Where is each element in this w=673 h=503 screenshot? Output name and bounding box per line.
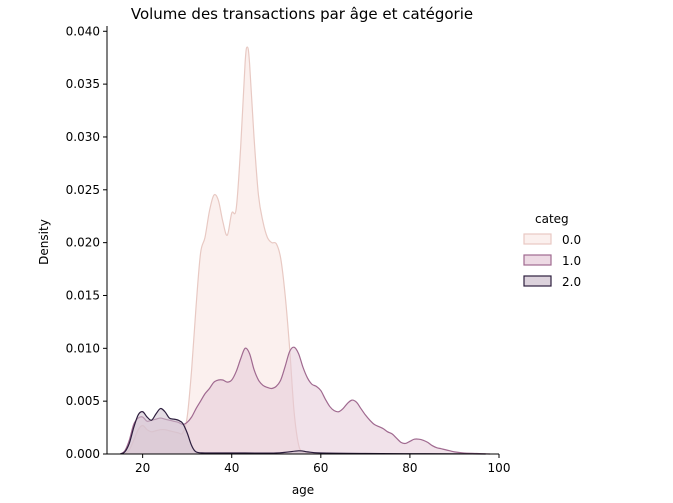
x-ticks: 20 40 60 80 100 bbox=[135, 454, 510, 475]
legend-label-1-0: 1.0 bbox=[562, 254, 581, 268]
legend: categ 0.0 1.0 2.0 bbox=[523, 212, 581, 289]
legend-label-0-0: 0.0 bbox=[562, 233, 581, 247]
plot-area bbox=[120, 46, 491, 455]
y-tick-label: 0.000 bbox=[66, 447, 100, 461]
x-tick-label: 40 bbox=[224, 461, 239, 475]
x-tick-label: 60 bbox=[313, 461, 328, 475]
y-tick-label: 0.025 bbox=[66, 183, 100, 197]
density-area-0-0 bbox=[124, 47, 321, 455]
y-tick-label: 0.030 bbox=[66, 130, 100, 144]
y-tick-label: 0.010 bbox=[66, 341, 100, 355]
legend-label-2-0: 2.0 bbox=[562, 275, 581, 289]
x-tick-label: 80 bbox=[402, 461, 417, 475]
x-tick-label: 100 bbox=[488, 461, 511, 475]
y-tick-label: 0.005 bbox=[66, 394, 100, 408]
y-tick-label: 0.020 bbox=[66, 236, 100, 250]
x-tick-label: 20 bbox=[135, 461, 150, 475]
legend-swatch-1-0 bbox=[523, 254, 552, 266]
x-axis-label: age bbox=[292, 483, 314, 497]
y-axis-label: Density bbox=[37, 219, 51, 265]
y-tick-label: 0.035 bbox=[66, 77, 100, 91]
chart-title: Volume des transactions par âge et catég… bbox=[131, 5, 473, 23]
legend-swatch-0-0 bbox=[523, 233, 552, 245]
density-area-1-0 bbox=[120, 347, 491, 454]
density-line-2-0 bbox=[120, 407, 486, 455]
y-tick-label: 0.040 bbox=[66, 24, 100, 38]
legend-title: categ bbox=[535, 212, 569, 226]
legend-swatch-2-0 bbox=[523, 275, 552, 287]
y-tick-label: 0.015 bbox=[66, 288, 100, 302]
y-ticks: 0.000 0.005 0.010 0.015 0.020 0.025 0.030 0.035… bbox=[66, 24, 107, 461]
